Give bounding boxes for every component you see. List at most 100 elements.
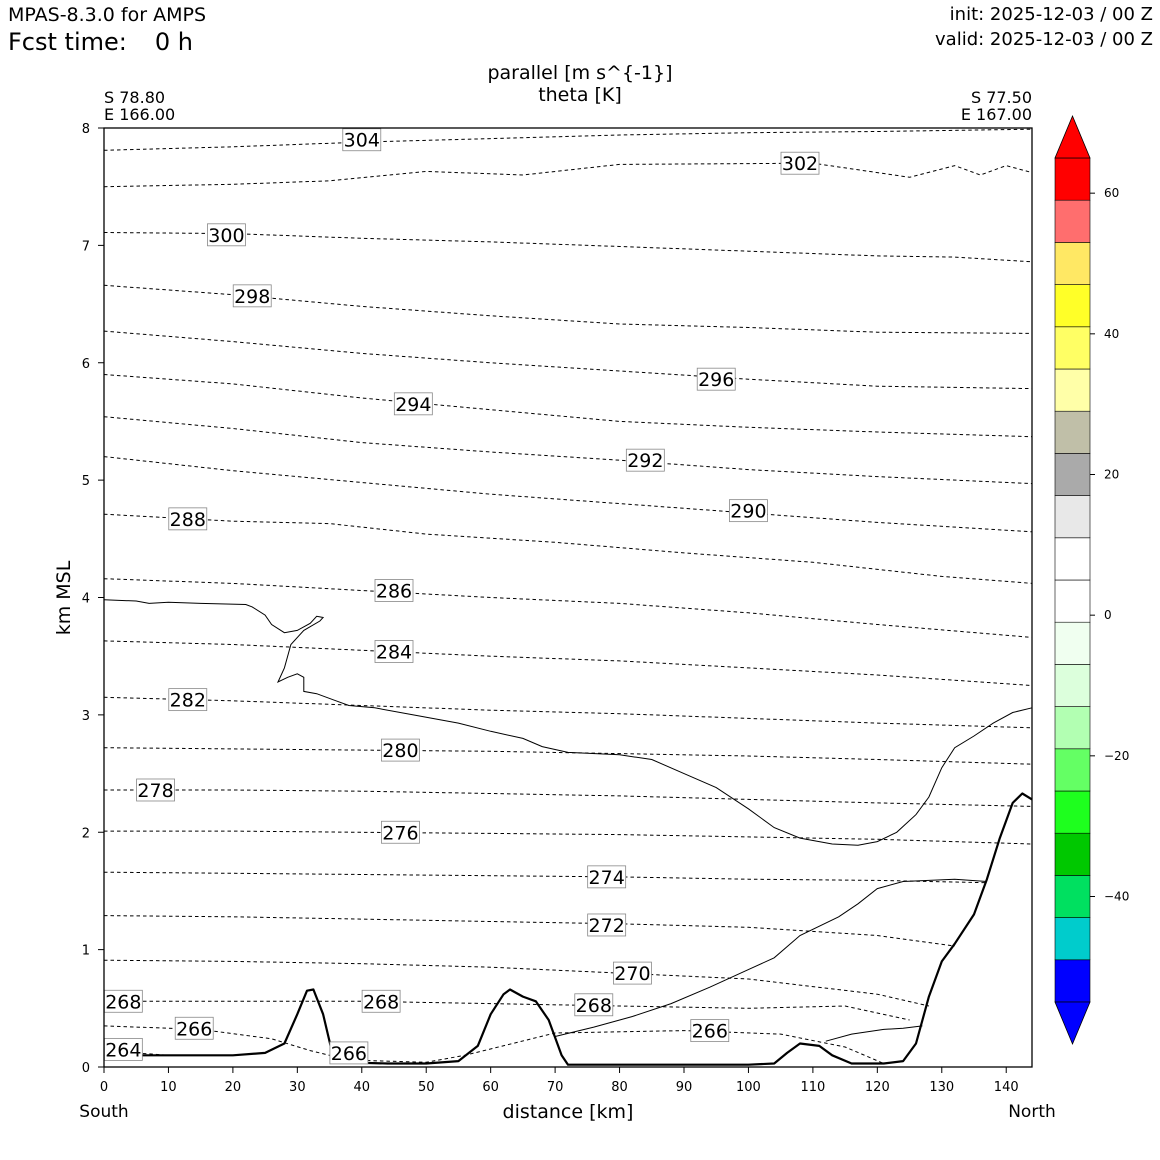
terrain xyxy=(103,792,1033,1066)
contour-label-box xyxy=(374,640,414,663)
x-tick-label: 120 xyxy=(865,1080,890,1095)
contour-label-text: 266 xyxy=(176,1018,212,1040)
theta-contour-304 xyxy=(103,128,1033,151)
y-axis-label: km MSL xyxy=(53,560,75,635)
contour-label-286: 286 xyxy=(374,579,414,602)
contour-label-box xyxy=(696,367,736,391)
theta-contour-296 xyxy=(103,330,1033,390)
contour-label-box xyxy=(207,223,246,247)
contour-label-box xyxy=(361,989,401,1013)
contour-label-box xyxy=(174,1016,214,1040)
contour-label-box xyxy=(393,392,433,416)
terrain-line xyxy=(103,792,1033,1066)
forecast-time: Fcst time: 0 h xyxy=(8,28,193,56)
contour-label-290: 290 xyxy=(729,499,768,523)
theta-contour-272 xyxy=(103,915,955,947)
contour-label-text: 268 xyxy=(105,991,141,1013)
parallel-wind-zero xyxy=(103,599,1033,846)
contour-label-274: 274 xyxy=(587,865,627,889)
left-endpoint-lon: E 166.00 xyxy=(104,105,175,124)
wind-contours xyxy=(103,599,1033,1042)
theta-contour-278 xyxy=(104,789,1033,807)
x-tick-label: 0 xyxy=(100,1080,108,1095)
contour-label-296: 296 xyxy=(696,367,736,391)
colorbar-segment xyxy=(1054,621,1091,665)
contour-label-text: 284 xyxy=(376,641,412,663)
right-endpoint-lon: E 167.00 xyxy=(961,105,1032,124)
contour-label-268: 268 xyxy=(361,989,401,1013)
contour-label-box xyxy=(168,507,208,531)
contour-labels: 304 302 300 298 296 294 292 290 288 286 284 282 280 2… xyxy=(103,128,820,1065)
x-tick-label: 20 xyxy=(225,1080,242,1095)
theta-contour-266 xyxy=(103,1025,884,1064)
south-label: South xyxy=(79,1102,128,1122)
right-endpoint-lat: S 77.50 xyxy=(971,88,1032,107)
chart-title-line2: theta [K] xyxy=(538,84,622,106)
theta-contour-284 xyxy=(103,640,1033,686)
colorbar-segment xyxy=(1054,284,1091,328)
colorbar-segment xyxy=(1054,368,1091,412)
forecast-time-label: Fcst time: xyxy=(8,28,127,56)
colorbar-segment xyxy=(1054,790,1091,834)
contour-label-text: 304 xyxy=(344,130,380,152)
y-tick-label: 4 xyxy=(82,592,90,607)
contour-label-text: 288 xyxy=(170,509,206,531)
contour-label-280: 280 xyxy=(381,738,420,762)
contour-label-text: 300 xyxy=(208,225,244,247)
contour-label-box xyxy=(690,1019,730,1043)
colorbar-max-arrow xyxy=(1054,114,1091,159)
contour-label-box xyxy=(342,128,382,152)
y-tick-label: 5 xyxy=(82,474,90,489)
contour-label-278: 278 xyxy=(136,778,175,802)
contour-label-text: 292 xyxy=(627,450,663,472)
y-tick-label: 1 xyxy=(82,944,90,959)
colorbar-segment xyxy=(1054,579,1091,623)
contour-label-text: 274 xyxy=(589,867,625,889)
colorbar-segment xyxy=(1054,748,1091,792)
contour-label-284: 284 xyxy=(374,640,414,663)
contour-label-box xyxy=(587,865,627,889)
colorbar-tick-label: −40 xyxy=(1104,890,1129,904)
x-axis-label: distance [km] xyxy=(503,1101,634,1123)
init-time: init: 2025-12-03 / 00 Z xyxy=(949,4,1153,25)
contour-label-text: 298 xyxy=(234,286,270,308)
contour-label-text: 276 xyxy=(382,822,418,844)
theta-contours xyxy=(103,128,1033,1064)
contour-label-text: 280 xyxy=(382,740,418,762)
contour-label-294: 294 xyxy=(393,392,433,416)
plot-frame xyxy=(103,127,1033,1068)
x-tick-label: 70 xyxy=(547,1080,564,1095)
contour-label-266: 266 xyxy=(690,1019,730,1043)
contour-label-268: 268 xyxy=(574,993,614,1017)
contour-label-box xyxy=(381,738,420,762)
x-tick-label: 60 xyxy=(482,1080,499,1095)
contour-label-text: 290 xyxy=(730,501,766,523)
colorbar-segment xyxy=(1054,959,1091,1003)
theta-contour-280 xyxy=(103,747,1033,765)
x-tick-label: 80 xyxy=(611,1080,628,1095)
colorbar-tick-label: 60 xyxy=(1104,186,1119,200)
chart-title-line1: parallel [m s^{-1}] xyxy=(487,62,672,84)
contour-label-270: 270 xyxy=(613,961,652,985)
colorbar: 60 40 20 0 −20 −40 xyxy=(1054,114,1129,1046)
contour-label-box xyxy=(374,579,414,602)
contour-label-text: 296 xyxy=(698,369,734,391)
contour-label-box xyxy=(780,151,820,175)
colorbar-segment xyxy=(1054,453,1091,496)
contour-label-text: 268 xyxy=(363,991,399,1013)
contour-label-box xyxy=(136,778,175,802)
y-tick-label: 0 xyxy=(82,1061,90,1076)
contour-label-box xyxy=(381,820,420,844)
colorbar-tick-label: −20 xyxy=(1104,749,1129,763)
x-tick-label: 10 xyxy=(160,1080,177,1095)
contour-label-box xyxy=(613,961,652,985)
parallel-wind-zero-3 xyxy=(825,1025,923,1042)
contour-label-304: 304 xyxy=(342,128,382,152)
left-endpoint-lat: S 78.80 xyxy=(104,88,165,107)
x-tick-label: 50 xyxy=(418,1080,435,1095)
contour-label-text: 266 xyxy=(692,1021,728,1043)
contour-label-box xyxy=(168,688,208,712)
contour-label-box xyxy=(587,913,627,937)
contour-label-298: 298 xyxy=(232,284,272,308)
